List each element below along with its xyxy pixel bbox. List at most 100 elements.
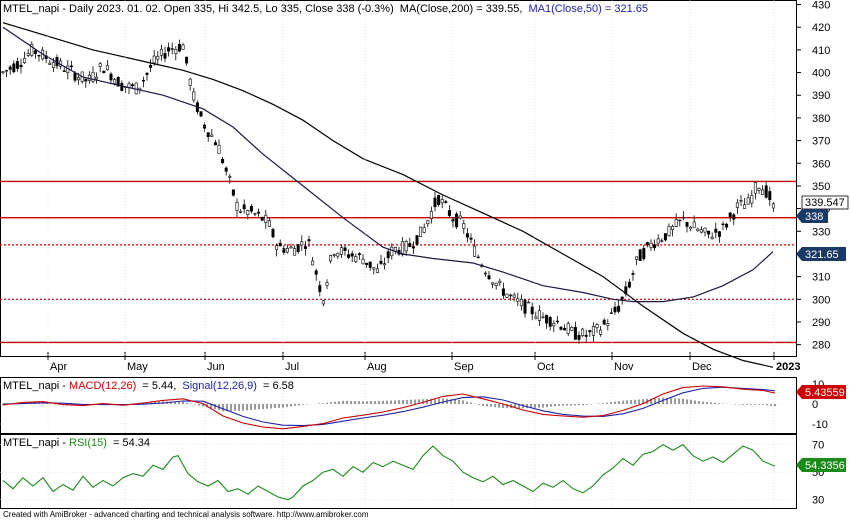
candle-body bbox=[696, 228, 700, 232]
candle-body bbox=[19, 64, 23, 68]
candle-body bbox=[37, 55, 41, 57]
candle-body bbox=[642, 248, 646, 260]
candle-body bbox=[739, 200, 743, 202]
candle-body bbox=[710, 236, 714, 240]
candle-body bbox=[613, 306, 617, 313]
candle-body bbox=[653, 244, 657, 249]
candle-body bbox=[278, 242, 282, 247]
candle-body bbox=[267, 220, 271, 227]
candle-body bbox=[390, 246, 394, 257]
candle-body bbox=[249, 206, 253, 212]
candle-body bbox=[707, 230, 711, 235]
candle-body bbox=[48, 62, 52, 65]
macd-y-tick-label: 0 bbox=[812, 399, 818, 411]
rsi-y-tick-label: 30 bbox=[812, 495, 824, 507]
candle-body bbox=[350, 253, 354, 257]
candle-body bbox=[552, 322, 556, 327]
svg-text:321.65: 321.65 bbox=[805, 249, 839, 261]
candle-body bbox=[181, 44, 185, 50]
candle-body bbox=[33, 50, 37, 54]
candle-body bbox=[573, 326, 577, 340]
x-tick-label: Jun bbox=[207, 361, 225, 373]
x-tick-label: May bbox=[127, 361, 148, 373]
candle-body bbox=[645, 242, 649, 246]
candle-body bbox=[627, 281, 631, 288]
candle-body bbox=[717, 231, 721, 237]
candle-body bbox=[649, 242, 653, 248]
candle-body bbox=[357, 253, 361, 256]
candle-body bbox=[167, 47, 171, 52]
candle-body bbox=[566, 323, 570, 334]
candle-body bbox=[606, 323, 610, 326]
candle-body bbox=[451, 218, 455, 222]
candle-body bbox=[458, 215, 462, 219]
candle-body bbox=[300, 241, 304, 246]
candle-body bbox=[149, 64, 153, 68]
ma50-line bbox=[2, 26, 774, 303]
candle-body bbox=[51, 62, 55, 68]
candle-body bbox=[469, 237, 473, 240]
candle-body bbox=[307, 239, 311, 242]
price-y-tick-label: 290 bbox=[812, 317, 830, 329]
candle-body bbox=[235, 202, 239, 211]
candle-body bbox=[91, 72, 95, 82]
candle-body bbox=[638, 249, 642, 261]
candle-body bbox=[757, 188, 761, 191]
candle-body bbox=[505, 293, 509, 298]
candle-body bbox=[109, 73, 113, 81]
svg-text:338: 338 bbox=[805, 211, 823, 223]
price-y-tick-label: 390 bbox=[812, 90, 830, 102]
candle-body bbox=[671, 226, 675, 231]
candle-body bbox=[685, 222, 689, 227]
price-y-tick-label: 360 bbox=[812, 158, 830, 170]
candle-body bbox=[663, 233, 667, 241]
candle-body bbox=[253, 213, 257, 215]
x-tick-label: Aug bbox=[367, 361, 387, 373]
candle-body bbox=[667, 226, 671, 237]
candle-body bbox=[289, 246, 293, 249]
candle-body bbox=[599, 329, 603, 335]
x-tick-label: Nov bbox=[614, 361, 634, 373]
candle-body bbox=[246, 210, 250, 215]
macd-panel-frame bbox=[0, 377, 797, 434]
candle-body bbox=[98, 63, 102, 67]
candle-body bbox=[455, 213, 459, 228]
candle-body bbox=[152, 55, 156, 64]
candle-body bbox=[494, 282, 498, 286]
candle-body bbox=[206, 132, 210, 138]
candle-body bbox=[426, 220, 430, 225]
candle-body bbox=[329, 255, 333, 262]
candle-body bbox=[559, 326, 563, 330]
candle-body bbox=[541, 316, 545, 319]
svg-text:5.43559: 5.43559 bbox=[805, 387, 845, 399]
candle-body bbox=[732, 214, 736, 220]
candle-body bbox=[516, 298, 520, 302]
candle-body bbox=[282, 248, 286, 254]
candle-body bbox=[361, 258, 365, 265]
svg-text:54.3356: 54.3356 bbox=[805, 460, 845, 472]
candle-body bbox=[491, 282, 495, 285]
candle-body bbox=[318, 285, 322, 292]
candle-body bbox=[735, 202, 739, 208]
rsi-value-tag: 54.3356 bbox=[796, 458, 846, 472]
candle-body bbox=[77, 77, 81, 81]
ma200-value-tag: 339.547 bbox=[801, 195, 849, 210]
candle-body bbox=[462, 223, 466, 229]
candle-body bbox=[519, 298, 523, 307]
time-axis: Apr May Jun Jul Aug Sep Oct Nov Dec 2023 bbox=[47, 0, 800, 508]
candle-body bbox=[141, 79, 145, 82]
last-close-tag: 338 bbox=[796, 209, 828, 223]
candle-body bbox=[15, 61, 19, 69]
x-tick-label: Oct bbox=[537, 361, 554, 373]
candle-body bbox=[285, 247, 289, 253]
candle-body bbox=[746, 197, 750, 205]
candle-body bbox=[383, 263, 387, 266]
candle-body bbox=[260, 216, 264, 221]
price-y-tick-label: 300 bbox=[812, 294, 830, 306]
candle-body bbox=[120, 82, 124, 91]
candle-body bbox=[332, 254, 336, 256]
candle-body bbox=[159, 48, 163, 56]
candle-body bbox=[411, 246, 415, 249]
candle-body bbox=[174, 49, 178, 54]
